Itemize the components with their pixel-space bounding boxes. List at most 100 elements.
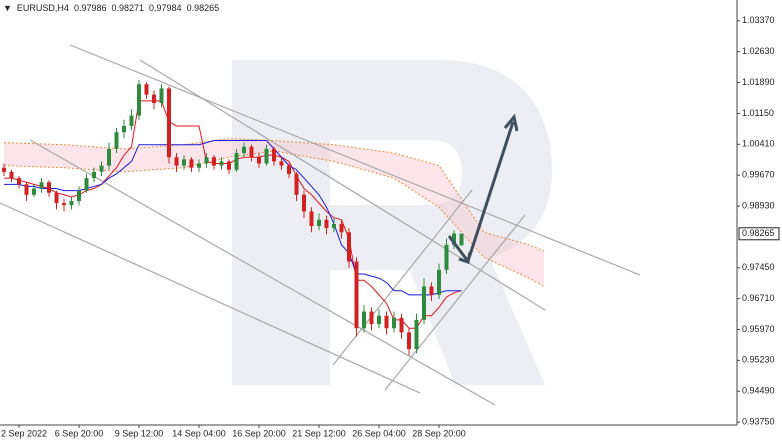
x-tick-label: 26 Sep 04:00: [352, 428, 406, 438]
candle-body: [272, 148, 276, 162]
trend-line: [0, 202, 421, 394]
candle-body: [399, 317, 404, 333]
y-tick-label: 1.01890: [742, 77, 775, 87]
candle-body: [294, 173, 299, 195]
arrow-up: [467, 121, 515, 259]
candle-body: [62, 203, 66, 206]
candle-body: [437, 269, 441, 295]
candle-body: [459, 233, 464, 246]
candle-body: [444, 244, 449, 270]
candle-body: [309, 211, 314, 227]
candle-body: [114, 132, 119, 149]
x-tick-label: 16 Sep 20:00: [232, 428, 286, 438]
y-tick-label: 0.94490: [742, 386, 775, 396]
candle-body: [452, 233, 456, 245]
x-tick-label: 6 Sep 20:00: [55, 428, 104, 438]
watermark: [232, 60, 552, 385]
y-tick-label: 0.95970: [742, 324, 775, 334]
candle-body: [182, 159, 186, 166]
price-label: 0.98265: [742, 228, 775, 238]
candle-body: [122, 125, 126, 133]
y-tick-label: 1.00410: [742, 139, 775, 149]
y-tick-label: 1.01150: [742, 108, 774, 118]
high: 0.98271: [111, 3, 145, 13]
forecast-arrow: [447, 113, 519, 264]
cloud-lower: [3, 150, 545, 287]
candle-body: [69, 201, 74, 206]
low: 0.97984: [149, 3, 182, 13]
y-tick-label: 0.96710: [742, 293, 775, 303]
candle-body: [54, 192, 59, 204]
cloud-upper: [3, 137, 545, 252]
close: 0.98265: [186, 3, 220, 13]
candle-body: [339, 223, 344, 233]
candle-body: [249, 146, 254, 158]
candle-body: [347, 232, 351, 262]
candle-body: [174, 157, 179, 166]
trend-line: [69, 44, 641, 276]
y-tick-label: 0.93750: [742, 416, 775, 426]
candle-body: [159, 88, 164, 104]
arrow-down: [447, 235, 469, 261]
candle-body: [414, 319, 419, 350]
candle-body: [197, 163, 201, 168]
candle-body: [129, 115, 134, 126]
candle-body: [99, 165, 104, 172]
candle-body: [189, 159, 194, 168]
candle-body: [212, 157, 216, 166]
candle-body: [137, 84, 141, 116]
candle-body: [377, 315, 381, 325]
candle-body: [264, 148, 269, 164]
candle-body: [77, 190, 81, 202]
candle-body: [287, 165, 291, 174]
arrow-head: [503, 113, 519, 132]
candle-body: [9, 171, 14, 179]
candle-body: [302, 194, 306, 212]
candle-body: [392, 317, 396, 329]
price-axis-bg: [737, 0, 782, 444]
candle-body: [407, 332, 411, 350]
candle-body: [332, 223, 336, 229]
symbol: EURUSD,H4: [16, 3, 69, 13]
y-tick-label: 0.97450: [742, 262, 775, 272]
indicator-line: [4, 140, 462, 296]
candle-body: [384, 315, 389, 329]
candle-body: [317, 219, 321, 227]
candle-body: [47, 182, 51, 193]
y-tick-label: 0.95230: [742, 355, 775, 365]
candle-body: [152, 94, 156, 104]
candle-body: [2, 167, 6, 172]
price-label-box: [738, 227, 780, 241]
candle-body: [257, 157, 261, 164]
x-tick-label: 28 Sep 20:00: [412, 428, 466, 438]
candle-body: [324, 219, 329, 229]
candle-body: [242, 146, 246, 154]
candle-body: [429, 286, 434, 295]
candle-body: [84, 178, 89, 191]
candle-body: [362, 311, 366, 329]
header: ▼ EURUSD,H4 0.97986 0.98271 0.97984 0.98…: [3, 3, 219, 13]
candle-body: [92, 171, 96, 179]
candle-body: [234, 153, 239, 170]
candle-body: [227, 161, 231, 170]
candle-body: [422, 286, 426, 320]
menu-icon: ▼: [3, 3, 12, 13]
x-tick-label: 14 Sep 04:00: [172, 428, 226, 438]
candle-body: [369, 311, 374, 325]
candle-body: [39, 182, 44, 189]
trend-line: [29, 139, 496, 406]
cloud-fill: [4, 138, 544, 287]
candle-body: [32, 188, 36, 195]
x-tick-label: 2 Sep 2022: [1, 428, 47, 438]
candle-body: [107, 148, 111, 166]
candle-body: [354, 261, 359, 329]
candle-body: [167, 88, 171, 158]
candle-body: [204, 157, 209, 164]
y-tick-label: 1.02630: [742, 46, 775, 56]
x-tick-label: 21 Sep 12:00: [292, 428, 346, 438]
candle-body: [144, 84, 149, 95]
candle-body: [219, 161, 224, 166]
trend-line: [384, 214, 526, 391]
